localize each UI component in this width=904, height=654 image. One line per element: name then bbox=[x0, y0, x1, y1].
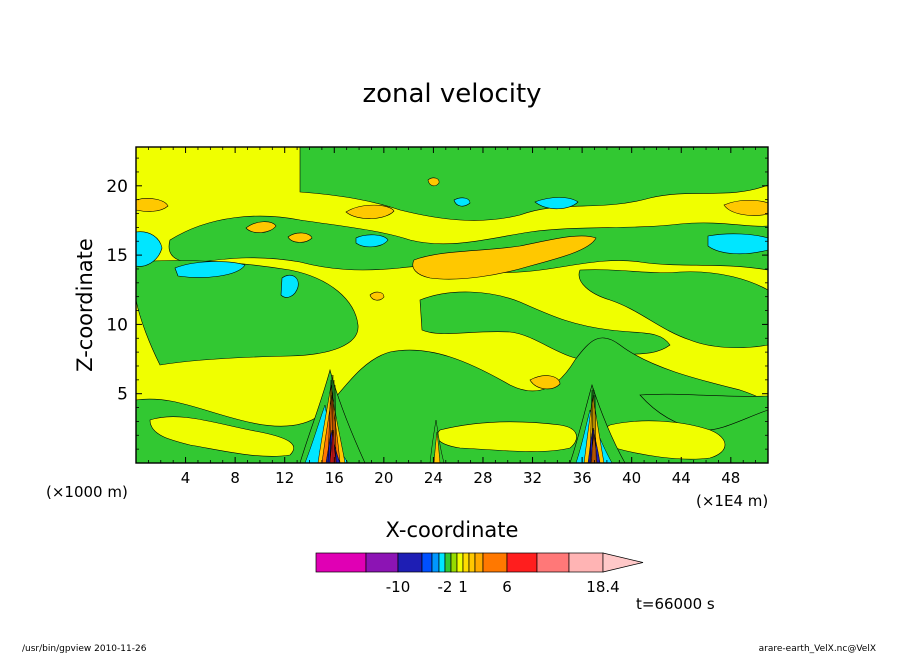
colorbar-swatch bbox=[365, 552, 399, 573]
footer-left: /usr/bin/gpview 2010-11-26 bbox=[22, 644, 147, 654]
cyan-region-3 bbox=[355, 234, 389, 248]
colorbar-swatch bbox=[438, 552, 446, 573]
yellow-region-lower-middle bbox=[436, 421, 577, 452]
orange-region-5 bbox=[412, 235, 597, 280]
orange-region-4 bbox=[287, 232, 313, 243]
x-tick-label: 48 bbox=[721, 469, 740, 487]
cyan-region-1 bbox=[135, 231, 163, 267]
cyan-region-5 bbox=[534, 197, 579, 210]
colorbar-swatch bbox=[506, 552, 538, 573]
colorbar-swatch bbox=[421, 552, 433, 573]
orange-region-8 bbox=[369, 291, 385, 301]
x-tick-label: 44 bbox=[672, 469, 691, 487]
chart-title: zonal velocity bbox=[362, 79, 541, 109]
y-axis: 5 10 15 20 bbox=[106, 157, 768, 450]
colorbar-swatch bbox=[568, 552, 604, 573]
cyan-region-2 bbox=[174, 261, 246, 278]
x-tick-label: 16 bbox=[325, 469, 344, 487]
x-axis: 4 8 12 16 20 24 28 32 36 40 44 48 bbox=[147, 147, 757, 487]
colorbar-label: 6 bbox=[502, 578, 512, 596]
green-region-right-low bbox=[639, 393, 769, 431]
y-tick-label: 15 bbox=[106, 246, 128, 266]
colorbar-label: -10 bbox=[386, 578, 411, 596]
colorbar bbox=[315, 552, 644, 573]
jet-right bbox=[569, 383, 626, 464]
orange-region-3 bbox=[245, 221, 277, 233]
colorbar-swatch bbox=[456, 552, 464, 573]
x-tick-label: 28 bbox=[473, 469, 492, 487]
x-tick-label: 4 bbox=[181, 469, 191, 487]
y-tick-label: 20 bbox=[106, 177, 128, 197]
footer-right: arare-earth_VelX.nc@VelX bbox=[759, 644, 876, 654]
green-region-right-middle bbox=[578, 269, 769, 349]
plot-area bbox=[135, 146, 769, 464]
x-scale-note: (×1E4 m) bbox=[696, 492, 768, 510]
colorbar-swatch bbox=[397, 552, 423, 573]
green-region-left-middle bbox=[135, 260, 359, 366]
x-tick-label: 12 bbox=[275, 469, 294, 487]
jet-left bbox=[299, 368, 366, 464]
colorbar-swatch bbox=[444, 552, 452, 573]
time-label: t=66000 s bbox=[636, 595, 715, 613]
orange-region-9 bbox=[427, 177, 440, 187]
x-axis-title: X-coordinate bbox=[386, 518, 519, 542]
orange-region-1 bbox=[135, 198, 169, 212]
x-tick-label: 8 bbox=[230, 469, 240, 487]
green-region-upper-band bbox=[168, 215, 769, 273]
colorbar-label: -2 bbox=[438, 578, 453, 596]
colorbar-swatch bbox=[474, 552, 484, 573]
green-region-top bbox=[299, 146, 769, 221]
spike-small bbox=[429, 419, 445, 464]
colorbar-labels: -10 -2 1 6 18.4 bbox=[386, 578, 620, 596]
y-tick-label: 10 bbox=[106, 315, 128, 335]
y-axis-title: Z-coordinate bbox=[73, 238, 97, 372]
orange-region-7 bbox=[529, 375, 561, 390]
x-unit-label: (×1000 m) bbox=[46, 483, 128, 501]
colorbar-swatch bbox=[468, 552, 476, 573]
yellow-region-lower-left bbox=[149, 416, 295, 457]
x-tick-label: 40 bbox=[622, 469, 641, 487]
x-tick-label: 36 bbox=[573, 469, 592, 487]
cyan-region-4 bbox=[280, 275, 299, 298]
cyan-region-6 bbox=[707, 233, 769, 255]
x-tick-label: 32 bbox=[523, 469, 542, 487]
colorbar-swatch bbox=[462, 552, 470, 573]
x-tick-label: 20 bbox=[374, 469, 393, 487]
colorbar-swatch bbox=[315, 552, 367, 573]
cyan-region-7 bbox=[453, 197, 471, 207]
colorbar-swatch bbox=[482, 552, 508, 573]
x-tick-label: 24 bbox=[424, 469, 443, 487]
y-tick-label: 5 bbox=[117, 385, 128, 405]
plot-frame bbox=[135, 146, 769, 464]
colorbar-label: 1 bbox=[458, 578, 468, 596]
colorbar-swatch bbox=[450, 552, 458, 573]
orange-region-2 bbox=[345, 204, 395, 219]
colorbar-label: 18.4 bbox=[586, 578, 619, 596]
colorbar-swatch bbox=[536, 552, 570, 573]
colorbar-swatch bbox=[431, 552, 440, 573]
colorbar-overflow-arrow bbox=[602, 552, 644, 573]
